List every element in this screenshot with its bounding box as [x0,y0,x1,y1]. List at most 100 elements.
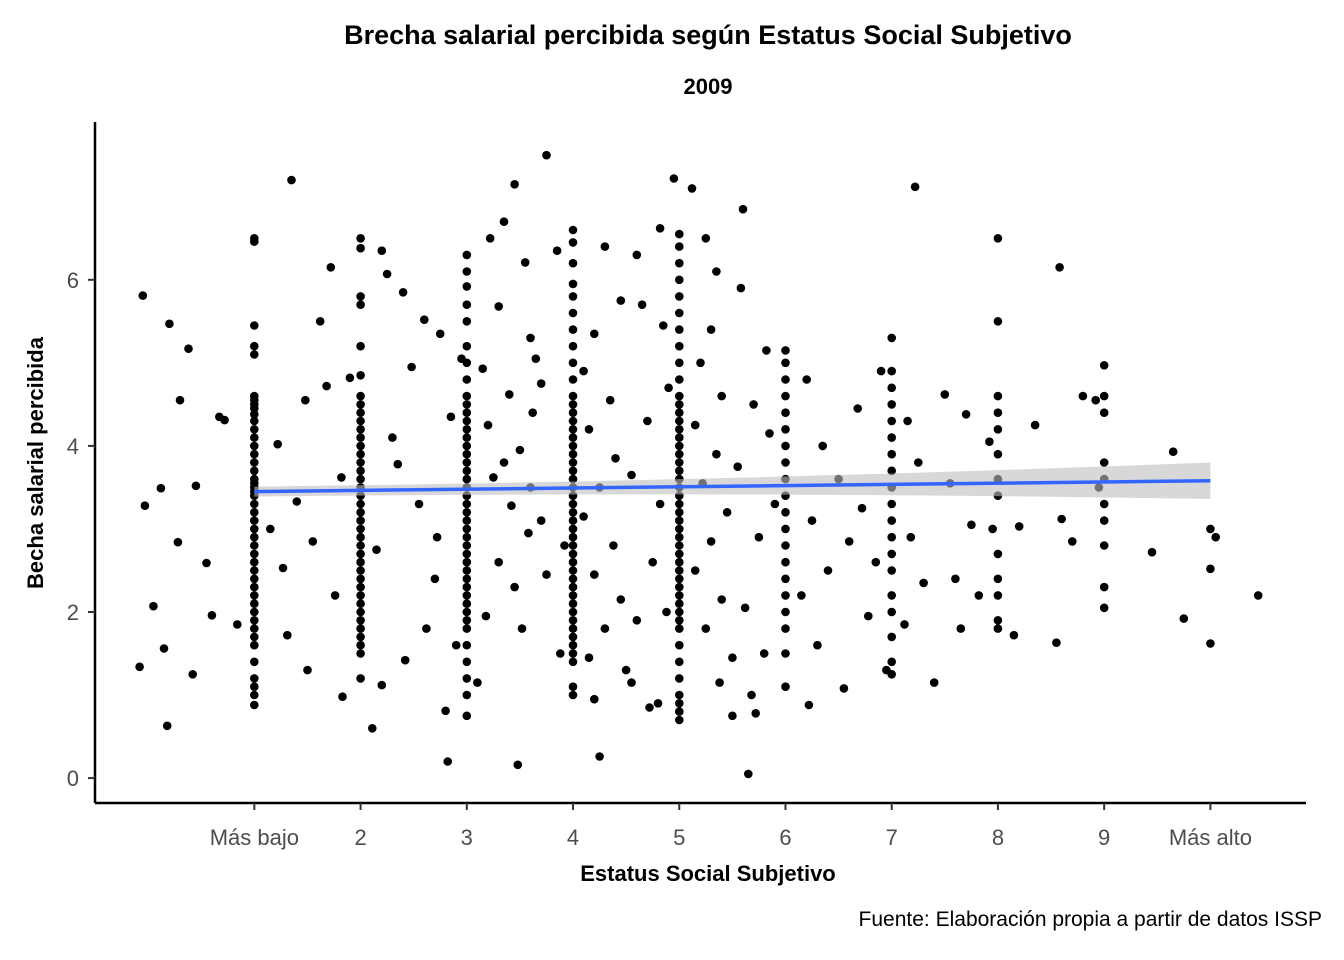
data-point [706,325,716,334]
data-point [356,566,365,575]
data-point [648,557,657,567]
data-point [552,246,562,255]
data-point [356,466,365,476]
chart-subtitle: 2009 [683,74,733,99]
data-point [738,204,748,214]
data-point [303,665,312,675]
data-point [494,302,504,311]
data-point [781,682,790,691]
y-tick-label: 4 [67,434,79,459]
data-point [266,524,275,534]
data-point [675,607,684,617]
data-point [250,657,259,667]
data-point [754,532,764,542]
data-point [887,657,896,667]
data-point [462,267,472,276]
x-tick-label: 9 [1098,825,1110,850]
data-point [250,682,259,691]
data-point [675,408,684,418]
data-point [839,684,849,693]
data-point [584,653,594,662]
data-point [595,752,604,761]
data-point [568,599,578,608]
data-point [175,395,185,405]
data-point [462,282,472,291]
data-point [372,545,381,554]
data-point [1030,420,1040,430]
data-point [388,433,397,442]
data-point [462,690,472,700]
data-point [632,250,642,260]
data-point [356,532,365,542]
data-point [1078,391,1088,401]
data-point [356,524,365,534]
data-point [462,425,472,434]
data-point [250,433,259,442]
data-point [462,607,472,617]
data-point [637,300,647,310]
data-point [499,217,509,226]
data-point [675,591,684,600]
data-point [560,541,569,550]
data-point [568,341,578,351]
data-point [462,640,472,650]
data-point [250,410,259,419]
data-point [600,624,610,633]
data-point [568,508,578,517]
data-point [675,516,684,525]
data-point [528,408,537,418]
data-point [568,566,578,575]
data-point [315,317,325,326]
data-point [929,678,939,687]
data-point [961,410,971,419]
data-point [1099,391,1109,401]
data-point [531,354,541,364]
data-point [356,292,365,301]
data-point [609,541,618,550]
data-point [510,180,519,189]
data-point [887,532,896,542]
data-point [515,445,525,455]
data-point [590,570,599,579]
data-point [675,715,684,725]
data-point [579,366,588,376]
data-point [900,620,909,629]
data-point [568,690,578,700]
x-tick-label: 3 [461,825,473,850]
data-point [675,566,684,575]
data-point [526,333,535,343]
data-point [675,599,684,608]
data-point [781,591,790,600]
data-point [662,607,671,617]
data-point [356,371,365,380]
data-point [675,358,684,368]
data-point [717,595,726,604]
data-point [749,400,758,409]
data-point [250,321,259,330]
data-point [233,620,242,629]
data-point [138,291,148,300]
data-point [568,499,578,509]
data-point [568,408,578,418]
data-point [740,603,750,613]
data-point [377,246,387,255]
data-point [568,649,578,658]
data-point [356,582,365,592]
data-point [568,524,578,534]
data-point [579,512,588,521]
data-point [781,624,790,633]
data-point [489,473,498,482]
data-point [621,665,631,675]
data-point [781,649,790,658]
data-point [664,383,673,393]
data-point [675,707,684,716]
data-point [701,234,711,243]
x-tick-label: Más bajo [210,825,299,850]
data-point [188,670,197,679]
data-point [356,557,365,567]
data-point [744,769,753,779]
data-point [568,682,578,691]
data-point [584,425,594,434]
data-point [568,607,578,617]
data-point [675,275,684,285]
